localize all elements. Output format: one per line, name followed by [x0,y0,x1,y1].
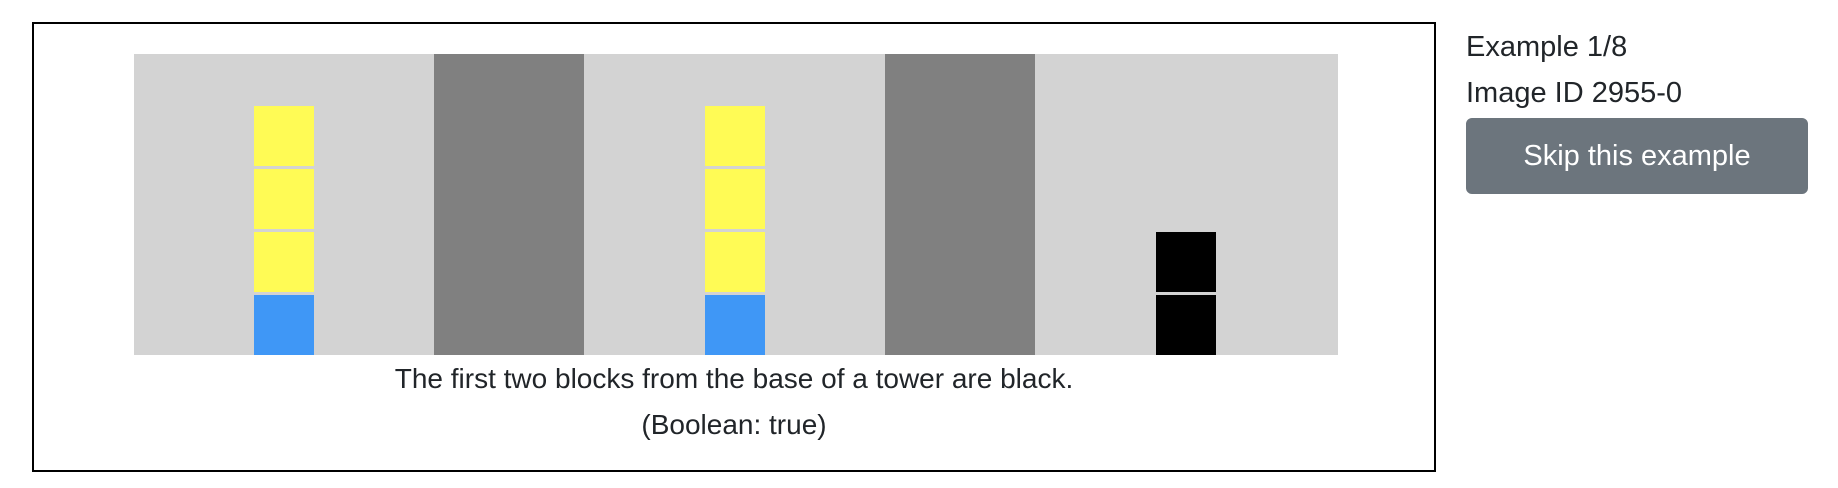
box-separator-1 [434,54,584,355]
example-caption: The first two blocks from the base of a … [394,363,1074,394]
blue-block [705,295,765,355]
yellow-block [254,169,314,229]
black-block [1156,295,1216,355]
example-counter: Example 1/8 [1466,31,1628,63]
yellow-block [705,232,765,292]
side-panel: Example 1/8 Image ID 2955-0 Skip this ex… [1466,24,1808,194]
example-frame: The first two blocks from the base of a … [32,22,1436,472]
blue-block [254,295,314,355]
black-block [1156,232,1216,292]
scene-image [134,54,1338,355]
truth-label: (Boolean: true) [641,409,827,440]
yellow-block [705,169,765,229]
image-id: Image ID 2955-0 [1466,77,1683,109]
box-separator-2 [885,54,1035,355]
yellow-block [254,106,314,166]
yellow-block [254,232,314,292]
yellow-block [705,106,765,166]
skip-example-button[interactable]: Skip this example [1466,118,1808,194]
